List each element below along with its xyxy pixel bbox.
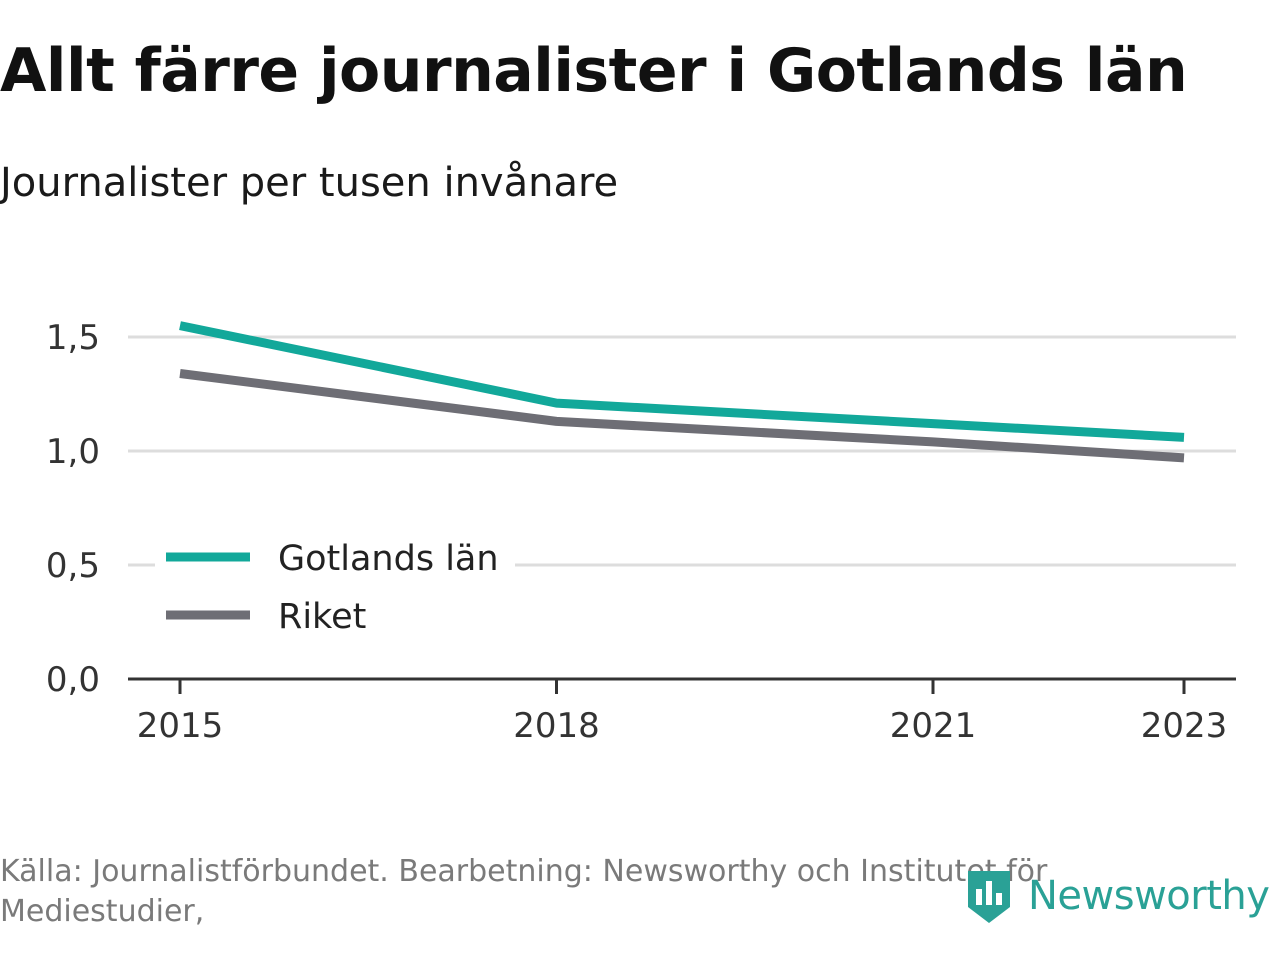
legend-background bbox=[155, 532, 515, 642]
y-tick-label: 1,0 bbox=[46, 432, 100, 472]
legend-label: Riket bbox=[278, 597, 366, 637]
y-tick-label: 0,0 bbox=[46, 660, 100, 700]
legend-label: Gotlands län bbox=[278, 539, 499, 579]
source-note: Källa: Journalistförbundet. Bearbetning:… bbox=[0, 854, 1048, 929]
y-tick-label: 0,5 bbox=[46, 546, 100, 586]
chart-subtitle: Journalister per tusen invånare bbox=[0, 160, 619, 206]
chart-title: Allt färre journalister i Gotlands län bbox=[0, 36, 1188, 106]
x-tick-label: 2023 bbox=[1141, 706, 1228, 746]
x-tick-label: 2021 bbox=[890, 706, 977, 746]
x-tick-label: 2018 bbox=[513, 706, 600, 746]
logo-text: Newsworthy bbox=[1028, 873, 1270, 919]
series-line-gotlands-lan bbox=[179, 321, 1185, 442]
x-tick-label: 2015 bbox=[137, 706, 224, 746]
y-tick-label: 1,5 bbox=[46, 318, 100, 358]
newsworthy-logo: Newsworthy bbox=[964, 866, 1270, 926]
series-line-riket bbox=[179, 369, 1185, 463]
newsworthy-logo-icon bbox=[968, 871, 1010, 923]
